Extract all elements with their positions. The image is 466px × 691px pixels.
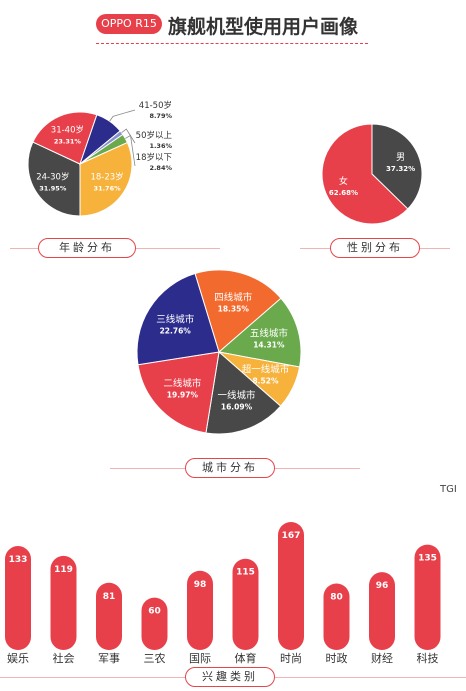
age-slice-label: 18-23岁 xyxy=(90,171,123,182)
age-leader-line xyxy=(121,128,136,144)
city-slice-label: 超一线城市 xyxy=(242,364,290,376)
city-slice-label: 三线城市 xyxy=(156,314,195,326)
city-slice-label: 四线城市 xyxy=(214,291,253,303)
model-badge: OPPO R15 xyxy=(96,14,162,34)
gender-slice-value: 62.68% xyxy=(329,189,358,197)
gender-slice xyxy=(321,123,409,225)
city-slice-label: 五线城市 xyxy=(250,327,289,339)
city-slice-label: 一线城市 xyxy=(217,390,256,402)
interest-category-label: 国际 xyxy=(189,652,211,665)
interest-category-label: 财经 xyxy=(371,651,393,665)
interest-bar-value: 167 xyxy=(282,531,301,541)
page-title: 旗舰机型使用用户画像 xyxy=(168,16,359,38)
interest-bar-value: 119 xyxy=(54,565,73,575)
interest-bar xyxy=(232,558,259,650)
gender-slice-label: 女 xyxy=(339,175,348,187)
city-slice-value: 18.35% xyxy=(218,304,250,313)
age-leader-line xyxy=(109,109,136,122)
interest-category-label: 时政 xyxy=(326,651,348,665)
gender-slice xyxy=(371,123,423,210)
interest-bar-value: 115 xyxy=(236,568,255,578)
age-slice-value: 8.79% xyxy=(149,112,172,120)
interest-category-label: 体育 xyxy=(235,651,257,665)
interest-category-label: 军事 xyxy=(98,652,120,665)
city-slice-label: 二线城市 xyxy=(163,377,202,389)
age-slice-label: 50岁以上 xyxy=(136,130,173,141)
interest-bar xyxy=(5,546,31,650)
age-slice xyxy=(79,141,133,217)
interest-category-label: 娱乐 xyxy=(7,651,29,665)
city-slice xyxy=(137,351,220,434)
interest-bar-value: 96 xyxy=(376,581,389,591)
gender-caption: 性别分布 xyxy=(330,238,420,258)
gender-slice-label: 男 xyxy=(396,152,405,163)
interest-bar xyxy=(278,522,304,650)
interest-bar-value: 98 xyxy=(194,580,207,590)
age-slice-value: 31.76% xyxy=(94,184,122,192)
interest-bar xyxy=(96,582,122,650)
interest-bar xyxy=(187,570,213,650)
city-slice-value: 14.31% xyxy=(253,340,285,349)
interest-bar xyxy=(141,597,168,650)
interest-bar-value: 60 xyxy=(148,607,161,617)
title-divider xyxy=(96,43,368,44)
city-slice xyxy=(205,351,282,435)
interest-category-label: 科技 xyxy=(417,651,439,665)
city-slice-value: 8.52% xyxy=(252,377,279,386)
interest-bar xyxy=(50,555,77,650)
age-slice-value: 23.31% xyxy=(54,137,82,145)
city-caption: 城市分布 xyxy=(185,458,275,478)
interest-bar-value: 135 xyxy=(418,554,437,564)
age-slice-label: 24-30岁 xyxy=(36,171,69,182)
age-caption: 年龄分布 xyxy=(38,238,136,258)
interest-category-label: 社会 xyxy=(53,651,75,665)
interest-bar-value: 133 xyxy=(9,555,28,565)
interest-bar xyxy=(369,572,395,650)
interest-category-label: 三农 xyxy=(144,651,166,665)
interest-bar-value: 81 xyxy=(103,592,116,602)
age-slice-label: 18岁以下 xyxy=(136,152,173,163)
city-slice xyxy=(217,297,302,368)
interest-caption: 兴趣类别 xyxy=(185,667,275,687)
tgi-axis-label: TGI xyxy=(440,484,457,495)
city-slice xyxy=(136,272,220,366)
interest-bar xyxy=(323,583,350,650)
age-slice xyxy=(27,141,81,217)
city-slice-value: 22.76% xyxy=(160,327,192,336)
interest-bar xyxy=(414,544,441,650)
city-slice xyxy=(194,269,282,353)
age-slice-value: 2.84% xyxy=(149,164,172,172)
gender-slice-value: 37.32% xyxy=(386,165,415,173)
city-slice-value: 19.97% xyxy=(167,390,199,399)
age-slice-value: 31.95% xyxy=(39,184,67,192)
age-leader-line xyxy=(125,134,136,167)
age-slice xyxy=(32,111,98,165)
interest-bar-value: 80 xyxy=(330,592,343,602)
age-slice-label: 41-50岁 xyxy=(139,100,172,111)
gender-pie-chart: 男 37.32% 女 62.68% xyxy=(321,123,423,225)
interest-category-label: 时尚 xyxy=(280,651,302,665)
age-slice-label: 31-40岁 xyxy=(51,124,84,135)
age-slice-value: 1.36% xyxy=(149,142,172,150)
city-slice-value: 16.09% xyxy=(221,403,253,412)
interest-bar-chart: 133 娱乐 119 社会 81 军事 60 三农 98 国际 115 体育 167 时尚 80 时政 96 财经… xyxy=(5,522,441,665)
